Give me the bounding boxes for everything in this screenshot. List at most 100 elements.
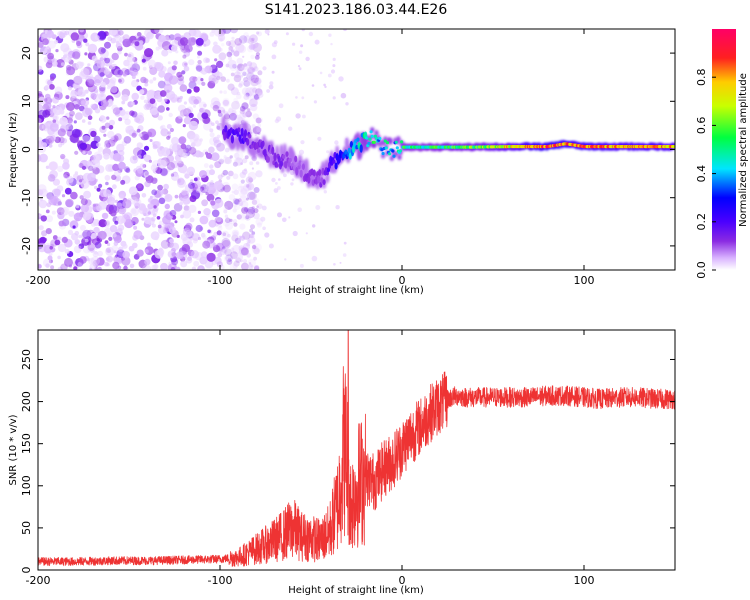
spectrogram-noise-cell: [201, 199, 209, 207]
spectrogram-noise-cell: [104, 57, 111, 64]
spectrogram-ridge-core: [367, 141, 371, 145]
spectrogram-noise-cell: [311, 84, 315, 87]
spectrogram-ridge-core: [295, 166, 299, 176]
spectrogram-noise-cell: [200, 251, 208, 259]
spectrogram-noise-cell: [58, 32, 66, 39]
spectrogram-noise-cell: [284, 258, 287, 261]
spectrogram-noise-cell: [163, 183, 170, 190]
spectrogram-noise-cell: [228, 107, 234, 113]
spectrogram-noise-cell: [167, 225, 173, 230]
spectrogram-noise-cell: [47, 52, 54, 60]
spectrogram-noise-cell: [218, 52, 227, 61]
spectrogram-noise-cell: [227, 83, 235, 91]
spectrogram-noise-cell: [84, 199, 92, 207]
spectrogram-noise-cell: [246, 239, 251, 244]
spectrogram-noise-cell: [60, 62, 65, 67]
spectrogram-noise-cell: [107, 36, 113, 42]
spectrogram-noise-cell: [109, 77, 117, 84]
spectrogram-noise-cell: [233, 260, 240, 267]
spectrogram-noise-cell: [132, 155, 138, 161]
spectrogram-noise-cell: [131, 101, 135, 106]
spectrogram-ridge-core: [318, 169, 322, 176]
spectrogram-noise-cell: [229, 29, 239, 34]
spectrogram-noise-cell: [115, 42, 122, 49]
spectrogram-noise-cell: [160, 128, 169, 137]
spectrogram-noise-cell: [170, 173, 175, 177]
spectrogram-noise-cell: [82, 150, 86, 155]
spectrogram-noise-cell: [171, 263, 175, 267]
spectrogram-noise-cell: [255, 117, 262, 124]
spectrogram-noise-cell: [39, 46, 48, 55]
spectrogram-ridge-core: [237, 127, 241, 133]
spectrogram-noise-cell: [166, 107, 170, 111]
spectrogram-noise-cell: [240, 185, 249, 195]
spectrogram-noise-cell: [107, 130, 115, 139]
spectrogram-noise-cell: [54, 86, 63, 95]
spectrogram-ridge-core: [349, 141, 353, 148]
spectrogram-noise-cell: [288, 216, 291, 219]
spectrogram-noise-cell: [132, 147, 142, 157]
spectrogram-noise-cell: [45, 228, 52, 235]
spectrogram-noise-cell: [142, 66, 147, 71]
spectrogram-noise-cell: [206, 193, 215, 202]
spectrogram-ridge-core: [369, 130, 373, 134]
spectrogram-noise-cell: [257, 70, 263, 76]
spectrogram-noise-cell: [50, 76, 55, 81]
spectrogram-noise-cell: [121, 112, 130, 121]
spectrogram-noise-cell: [103, 189, 112, 198]
spectrogram-noise-cell: [149, 79, 154, 84]
spectrogram-noise-cell: [274, 118, 280, 124]
spectrogram-noise-cell: [251, 124, 256, 129]
spectrogram-noise-cell: [45, 263, 50, 268]
spectrogram-noise-cell: [195, 187, 201, 193]
spectrogram-noise-cell: [247, 206, 255, 215]
spectrogram-noise-cell: [38, 103, 43, 113]
spectrogram-noise-cell: [257, 31, 262, 37]
spectrogram-noise-cell: [166, 89, 170, 93]
spectrogram-noise-cell: [157, 224, 162, 229]
spectrogram-noise-cell: [94, 178, 99, 183]
spectrogram-noise-cell: [90, 105, 95, 109]
spectrogram-ridge-halo: [397, 154, 402, 161]
spectrogram-noise-cell: [231, 202, 238, 208]
spectrogram-noise-cell: [100, 81, 106, 88]
spectrogram-noise-cell: [232, 161, 238, 167]
spectrogram-noise-cell: [193, 86, 200, 93]
spectrogram-noise-cell: [247, 37, 255, 45]
spectrogram-noise-cell: [108, 29, 118, 36]
spectrogram-noise-cell: [242, 78, 250, 86]
spectrogram-noise-cell: [233, 204, 241, 211]
y-tick-label: 200: [20, 391, 33, 412]
spectrogram-noise-cell: [164, 193, 173, 202]
spectrogram-noise-cell: [160, 124, 166, 130]
spectrogram-noise-cell: [233, 50, 240, 57]
spectrogram-noise-cell: [199, 256, 208, 265]
spectrogram-noise-cell: [93, 85, 98, 90]
spectrogram-noise-cell: [138, 133, 143, 137]
spectrogram-noise-cell: [141, 217, 145, 221]
spectrogram-noise-cell: [51, 210, 56, 215]
spectrogram-noise-cell: [297, 207, 303, 212]
spectrogram-noise-cell: [38, 184, 47, 194]
spectrogram-noise-cell: [252, 93, 260, 100]
spectrogram-noise-cell: [79, 142, 88, 150]
spectrogram-noise-cell: [239, 195, 247, 202]
spectrogram-y-ticks: -20 -10 0 10 20: [20, 46, 675, 255]
spectrogram-noise-cell: [157, 80, 166, 89]
spectrogram-noise-cell: [229, 263, 237, 270]
spectrogram-noise-cell: [251, 167, 254, 170]
spectrogram-noise-cell: [257, 92, 264, 98]
spectrogram-noise-cell: [215, 71, 223, 79]
spectrogram-noise-cell: [251, 199, 258, 205]
spectrogram-noise-cell: [57, 236, 62, 241]
spectrogram-noise-cell: [87, 115, 93, 120]
spectrogram-noise-cell: [136, 142, 143, 149]
spectrogram-noise-cell: [57, 243, 67, 253]
spectrogram-noise-cell: [70, 90, 78, 99]
spectrogram-noise-cell: [149, 67, 158, 75]
spectrogram-noise-cell: [189, 217, 195, 223]
spectrogram-noise-cell: [229, 155, 233, 159]
spectrogram-noise-cell: [255, 78, 261, 85]
spectrogram-noise-cell: [212, 44, 222, 54]
spectrogram-noise-cell: [247, 187, 252, 192]
